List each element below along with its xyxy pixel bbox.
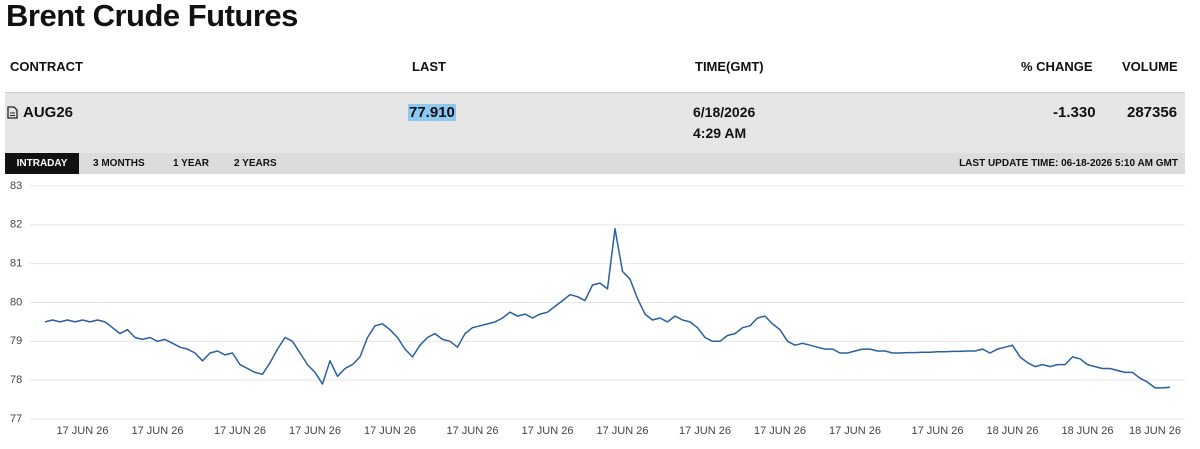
x-tick-label: 17 JUN 26 xyxy=(57,425,109,437)
x-tick-label: 17 JUN 26 xyxy=(214,425,266,437)
chart: 77 78 79 80 81 82 83 17 JUN 26 17 JUN 26 17 JUN 2… xyxy=(10,180,1185,437)
time: 4:29 AM xyxy=(693,125,747,141)
y-tick-label: 83 xyxy=(10,180,22,192)
y-tick-label: 78 xyxy=(10,374,22,386)
y-tick-label: 77 xyxy=(10,413,22,425)
tab[interactable]: 1 YEAR xyxy=(173,158,209,169)
x-tick-label: 17 JUN 26 xyxy=(132,425,184,437)
tab[interactable]: 3 MONTHS xyxy=(93,158,145,169)
y-tick-label: 81 xyxy=(10,258,22,270)
x-tick-label: 17 JUN 26 xyxy=(829,425,881,437)
column-header: LAST xyxy=(412,59,446,74)
column-header: CONTRACT xyxy=(10,59,83,74)
tab-bar xyxy=(5,153,1185,174)
x-tick-label: 17 JUN 26 xyxy=(364,425,416,437)
y-tick-label: 82 xyxy=(10,219,22,231)
x-tick-label: 17 JUN 26 xyxy=(754,425,806,437)
y-tick-label: 80 xyxy=(10,296,22,308)
x-tick-label: 17 JUN 26 xyxy=(522,425,574,437)
tab[interactable]: 2 YEARS xyxy=(234,158,277,169)
price-line xyxy=(44,227,1171,389)
contract[interactable]: AUG26 xyxy=(23,104,74,121)
date: 6/18/2026 xyxy=(693,104,756,120)
last-price: 77.910 xyxy=(408,104,456,121)
last-update: LAST UPDATE TIME: 06-18-2026 5:10 AM GMT xyxy=(959,158,1178,169)
document-icon xyxy=(7,106,18,119)
volume: 287356 xyxy=(1127,104,1178,121)
x-tick-label: 18 JUN 26 xyxy=(987,425,1039,437)
tab[interactable]: INTRADAY xyxy=(5,153,79,174)
page-title: Brent Crude Futures xyxy=(6,0,298,33)
x-tick-label: 17 JUN 26 xyxy=(597,425,649,437)
percent-change: -1.330 xyxy=(1053,104,1096,121)
x-tick-label: 17 JUN 26 xyxy=(447,425,499,437)
column-header: VOLUME xyxy=(1122,59,1178,74)
x-tick-label: 18 JUN 26 xyxy=(1129,425,1181,437)
column-header: % CHANGE xyxy=(1021,59,1093,74)
y-tick-label: 79 xyxy=(10,335,22,347)
x-tick-label: 17 JUN 26 xyxy=(679,425,731,437)
x-tick-label: 17 JUN 26 xyxy=(912,425,964,437)
table-row xyxy=(5,92,1185,153)
column-header: TIME(GMT) xyxy=(695,59,764,74)
x-tick-label: 17 JUN 26 xyxy=(289,425,341,437)
x-tick-label: 18 JUN 26 xyxy=(1062,425,1114,437)
